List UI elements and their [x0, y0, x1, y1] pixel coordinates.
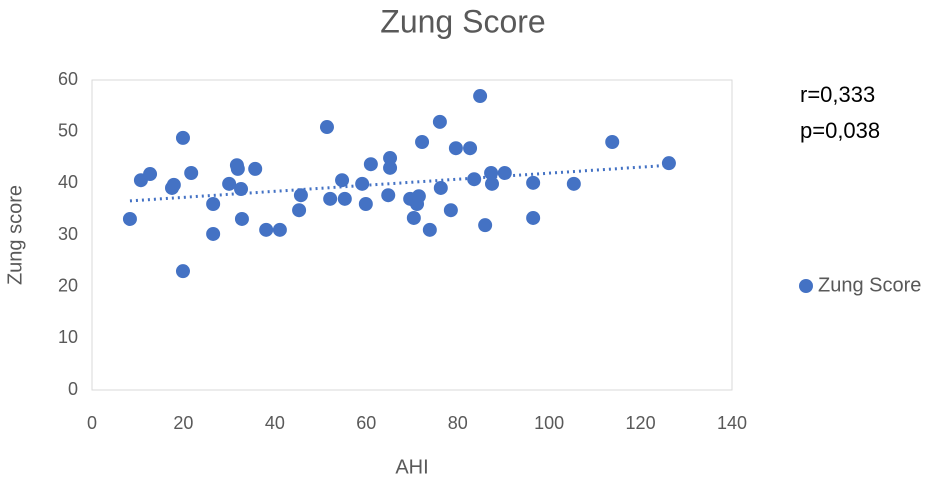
point — [259, 222, 274, 237]
x-tick-label: 40 — [265, 413, 285, 433]
point — [661, 156, 676, 171]
annotation: p=0,038 — [800, 118, 880, 143]
x-tick-label: 80 — [448, 413, 468, 433]
point — [497, 166, 512, 180]
point — [206, 197, 221, 211]
x-tick-label: 20 — [173, 413, 193, 433]
point — [415, 135, 430, 149]
point — [272, 222, 287, 237]
point — [566, 176, 581, 191]
point — [335, 173, 350, 188]
point — [478, 218, 493, 233]
point — [467, 172, 482, 187]
point — [484, 166, 499, 180]
annotation: r=0,333 — [800, 82, 875, 107]
x-axis-label: AHI — [395, 456, 428, 478]
point — [473, 89, 488, 104]
point — [358, 197, 373, 211]
y-tick-label: 0 — [68, 379, 78, 399]
legend-label: Zung Score — [818, 274, 921, 296]
point — [526, 210, 541, 225]
chart-title: Zung Score — [380, 3, 545, 39]
point — [143, 167, 158, 182]
point — [355, 176, 370, 191]
point — [206, 226, 221, 241]
point — [337, 191, 352, 206]
point — [485, 176, 499, 191]
point — [433, 180, 448, 195]
x-tick-label: 100 — [534, 413, 564, 433]
point — [422, 222, 437, 237]
point — [383, 151, 398, 166]
point — [175, 264, 190, 279]
y-tick-label: 60 — [58, 69, 78, 89]
plot-area — [91, 79, 733, 391]
point — [381, 188, 396, 203]
point — [122, 211, 137, 226]
point — [363, 157, 378, 172]
point — [448, 141, 463, 156]
point — [234, 211, 249, 226]
point — [383, 160, 398, 175]
x-tick-label: 60 — [356, 413, 376, 433]
y-axis-label: Zung score — [4, 185, 26, 285]
point — [222, 176, 237, 191]
point — [293, 188, 308, 203]
point — [406, 210, 421, 225]
y-tick-label: 40 — [58, 172, 78, 192]
point — [605, 135, 620, 149]
point — [411, 189, 426, 204]
y-tick-label: 20 — [58, 275, 78, 295]
point — [526, 175, 541, 190]
point — [175, 130, 190, 145]
point — [319, 120, 334, 135]
point — [230, 161, 245, 176]
legend-marker — [799, 279, 813, 293]
point — [432, 114, 447, 129]
trendline — [129, 163, 670, 203]
point — [292, 203, 307, 218]
x-tick-label: 120 — [626, 413, 656, 433]
point — [248, 161, 263, 176]
x-tick-label: 140 — [717, 413, 747, 433]
point — [166, 177, 181, 192]
point — [323, 191, 338, 206]
y-tick-label: 10 — [58, 327, 78, 347]
point — [184, 166, 199, 180]
x-tick-label: 0 — [87, 413, 97, 433]
point — [234, 182, 249, 197]
point — [443, 203, 458, 218]
point — [463, 141, 478, 156]
y-tick-label: 50 — [58, 120, 78, 140]
y-tick-label: 30 — [58, 224, 78, 244]
